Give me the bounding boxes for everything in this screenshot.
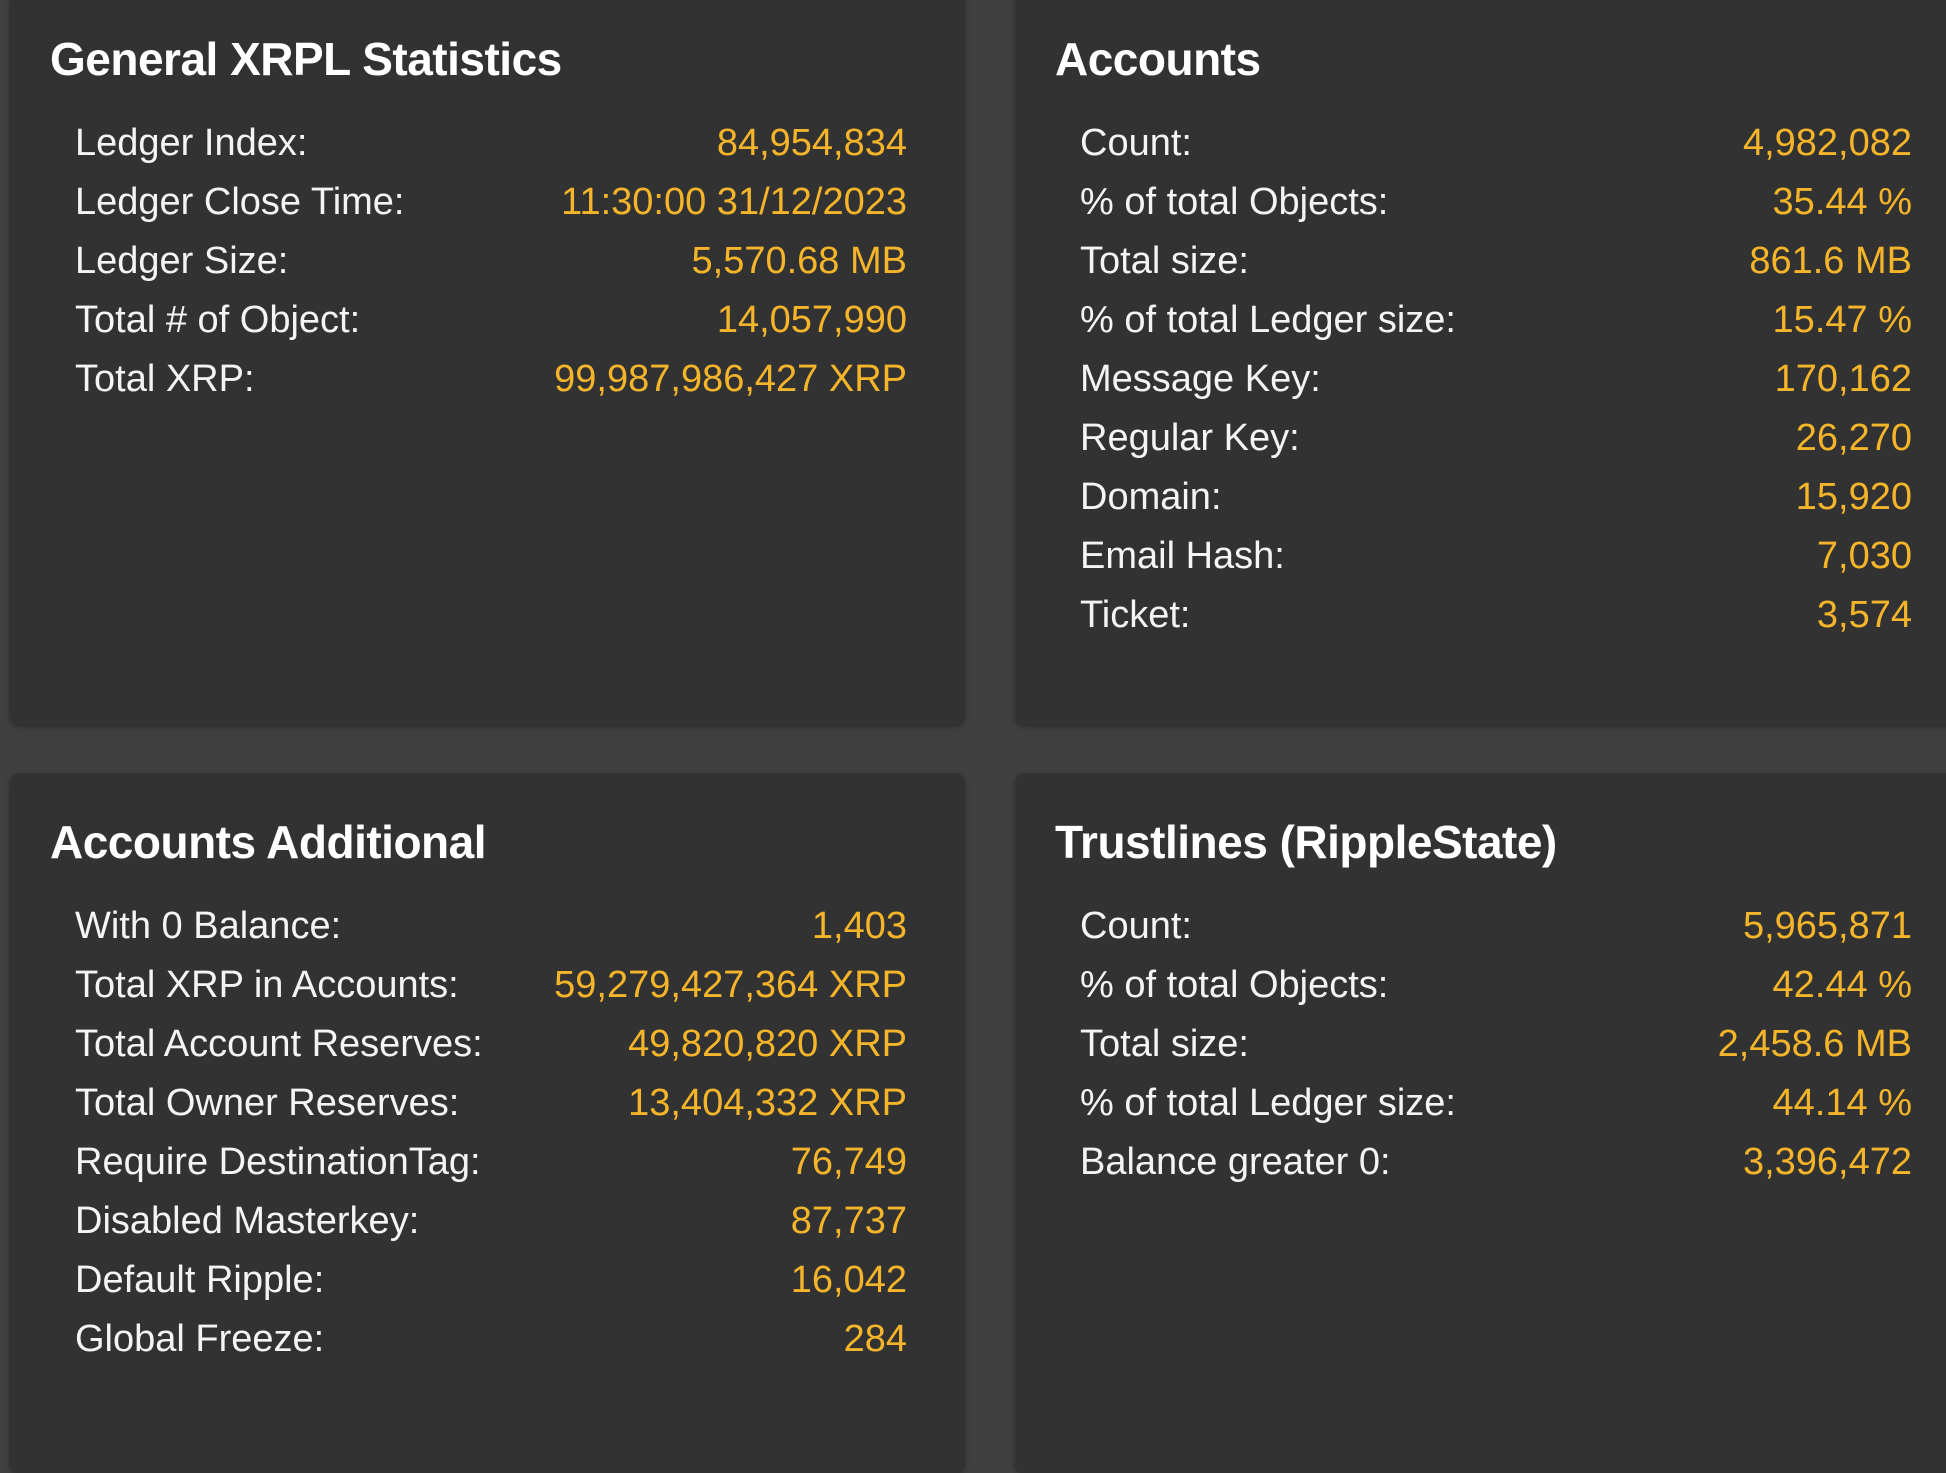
stat-label: Total size:	[1080, 240, 1249, 282]
accounts-additional-card: Accounts Additional With 0 Balance: 1,40…	[10, 773, 965, 1473]
stat-row: Email Hash: 7,030	[1080, 535, 1912, 594]
stat-list: Count: 5,965,871 % of total Objects: 42.…	[1080, 905, 1912, 1200]
stat-row: Ticket: 3,574	[1080, 594, 1912, 653]
stat-row: Regular Key: 26,270	[1080, 417, 1912, 476]
stat-value: 99,987,986,427 XRP	[554, 358, 907, 400]
stat-label: % of total Ledger size:	[1080, 1082, 1456, 1124]
stat-label: Total size:	[1080, 1023, 1249, 1065]
stat-label: Count:	[1080, 905, 1192, 947]
stat-row: Ledger Close Time: 11:30:00 31/12/2023	[75, 181, 907, 240]
stat-row: % of total Objects: 42.44 %	[1080, 964, 1912, 1023]
stat-label: Ticket:	[1080, 594, 1191, 636]
stat-row: Total XRP: 99,987,986,427 XRP	[75, 358, 907, 417]
card-title: Accounts	[1055, 33, 1261, 85]
stat-label: Total XRP:	[75, 358, 255, 400]
stat-row: Total size: 861.6 MB	[1080, 240, 1912, 299]
stat-list: Count: 4,982,082 % of total Objects: 35.…	[1080, 122, 1912, 653]
stat-row: With 0 Balance: 1,403	[75, 905, 907, 964]
stat-label: Ledger Close Time:	[75, 181, 405, 223]
stat-row: Total Owner Reserves: 13,404,332 XRP	[75, 1082, 907, 1141]
stat-row: % of total Ledger size: 15.47 %	[1080, 299, 1912, 358]
stat-label: % of total Objects:	[1080, 964, 1389, 1006]
stat-row: Total size: 2,458.6 MB	[1080, 1023, 1912, 1082]
stat-value: 5,965,871	[1742, 905, 1912, 947]
stat-label: Balance greater 0:	[1080, 1141, 1391, 1183]
stat-label: Domain:	[1080, 476, 1222, 518]
stat-value: 16,042	[790, 1259, 907, 1301]
card-title: General XRPL Statistics	[50, 33, 562, 85]
stat-value: 7,030	[1816, 535, 1912, 577]
stat-value: 14,057,990	[716, 299, 907, 341]
stat-value: 284	[843, 1318, 907, 1360]
stat-label: With 0 Balance:	[75, 905, 342, 947]
stat-value: 15,920	[1795, 476, 1912, 518]
stat-value: 84,954,834	[716, 122, 907, 164]
stat-row: Count: 4,982,082	[1080, 122, 1912, 181]
stat-list: With 0 Balance: 1,403 Total XRP in Accou…	[75, 905, 907, 1377]
trustlines-card: Trustlines (RippleState) Count: 5,965,87…	[1015, 773, 1946, 1473]
stat-row: Total XRP in Accounts: 59,279,427,364 XR…	[75, 964, 907, 1023]
stat-label: Total XRP in Accounts:	[75, 964, 459, 1006]
stat-value: 42.44 %	[1772, 964, 1912, 1006]
stat-value: 861.6 MB	[1749, 240, 1912, 282]
stat-row: Domain: 15,920	[1080, 476, 1912, 535]
stat-row: Ledger Size: 5,570.68 MB	[75, 240, 907, 299]
stat-row: Require DestinationTag: 76,749	[75, 1141, 907, 1200]
stat-label: Message Key:	[1080, 358, 1321, 400]
stat-value: 3,396,472	[1742, 1141, 1912, 1183]
stat-label: Ledger Size:	[75, 240, 289, 282]
stat-label: Disabled Masterkey:	[75, 1200, 420, 1242]
stat-row: Count: 5,965,871	[1080, 905, 1912, 964]
stat-value: 15.47 %	[1772, 299, 1912, 341]
stat-value: 13,404,332 XRP	[628, 1082, 907, 1124]
stat-label: % of total Ledger size:	[1080, 299, 1456, 341]
stat-row: Total Account Reserves: 49,820,820 XRP	[75, 1023, 907, 1082]
stat-value: 26,270	[1795, 417, 1912, 459]
stat-label: % of total Objects:	[1080, 181, 1389, 223]
stat-value: 35.44 %	[1772, 181, 1912, 223]
stat-row: Total # of Object: 14,057,990	[75, 299, 907, 358]
stat-value: 1,403	[811, 905, 907, 947]
stat-label: Default Ripple:	[75, 1259, 325, 1301]
stat-row: % of total Objects: 35.44 %	[1080, 181, 1912, 240]
stat-row: Balance greater 0: 3,396,472	[1080, 1141, 1912, 1200]
stat-row: Global Freeze: 284	[75, 1318, 907, 1377]
stat-value: 76,749	[790, 1141, 907, 1183]
stat-label: Regular Key:	[1080, 417, 1300, 459]
stat-value: 4,982,082	[1742, 122, 1912, 164]
stat-label: Global Freeze:	[75, 1318, 325, 1360]
stat-label: Total # of Object:	[75, 299, 361, 341]
stat-row: Message Key: 170,162	[1080, 358, 1912, 417]
stat-row: Disabled Masterkey: 87,737	[75, 1200, 907, 1259]
stat-label: Email Hash:	[1080, 535, 1285, 577]
stat-value: 11:30:00 31/12/2023	[561, 181, 907, 223]
stat-value: 87,737	[790, 1200, 907, 1242]
stat-value: 59,279,427,364 XRP	[554, 964, 907, 1006]
card-title: Accounts Additional	[50, 816, 487, 868]
stat-label: Total Account Reserves:	[75, 1023, 483, 1065]
stat-label: Count:	[1080, 122, 1192, 164]
stat-value: 3,574	[1816, 594, 1912, 636]
stat-value: 2,458.6 MB	[1717, 1023, 1912, 1065]
stat-value: 5,570.68 MB	[691, 240, 907, 282]
stat-label: Require DestinationTag:	[75, 1141, 481, 1183]
stat-row: Ledger Index: 84,954,834	[75, 122, 907, 181]
stat-value: 44.14 %	[1772, 1082, 1912, 1124]
general-statistics-card: General XRPL Statistics Ledger Index: 84…	[10, 0, 965, 725]
stat-row: Default Ripple: 16,042	[75, 1259, 907, 1318]
card-title: Trustlines (RippleState)	[1055, 816, 1557, 868]
stat-row: % of total Ledger size: 44.14 %	[1080, 1082, 1912, 1141]
stat-value: 49,820,820 XRP	[628, 1023, 907, 1065]
stat-list: Ledger Index: 84,954,834 Ledger Close Ti…	[75, 122, 907, 417]
stat-label: Ledger Index:	[75, 122, 308, 164]
stat-label: Total Owner Reserves:	[75, 1082, 460, 1124]
accounts-card: Accounts Count: 4,982,082 % of total Obj…	[1015, 0, 1946, 725]
stat-value: 170,162	[1774, 358, 1912, 400]
